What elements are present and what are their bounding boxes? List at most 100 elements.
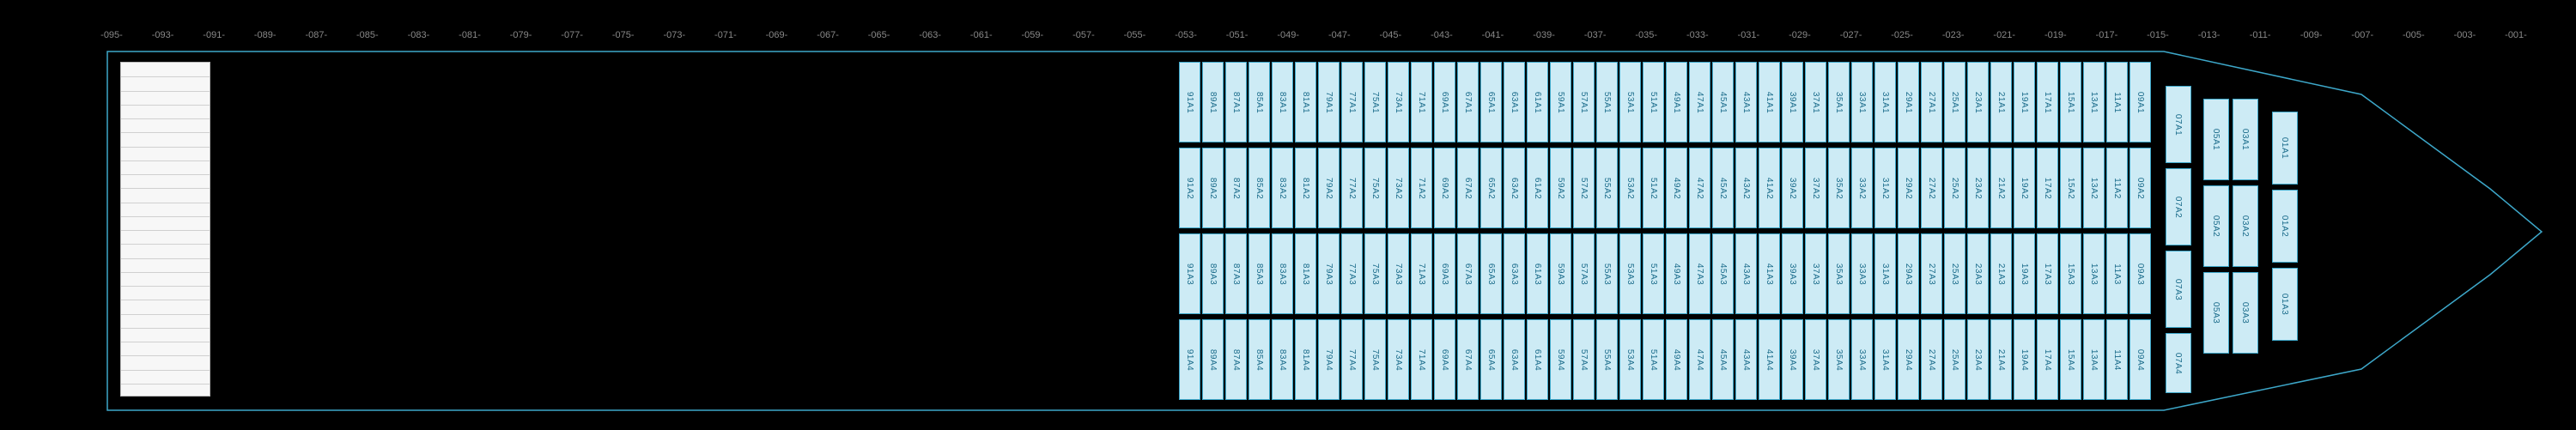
cargo-slot[interactable]: 07A3 (2166, 251, 2191, 328)
cargo-slot[interactable]: 75A2 (1364, 148, 1386, 228)
cargo-slot[interactable]: 31A3 (1874, 233, 1896, 314)
cargo-slot[interactable]: 73A4 (1388, 319, 1409, 400)
cargo-slot[interactable]: 67A2 (1457, 148, 1479, 228)
cargo-slot[interactable]: 25A2 (1944, 148, 1965, 228)
cargo-slot[interactable]: 85A4 (1249, 319, 1270, 400)
cargo-slot[interactable]: 49A3 (1666, 233, 1687, 314)
cargo-slot[interactable]: 41A3 (1759, 233, 1780, 314)
cargo-slot[interactable]: 45A3 (1712, 233, 1734, 314)
cargo-slot[interactable]: 37A3 (1805, 233, 1826, 314)
cargo-slot[interactable]: 21A1 (1990, 62, 2012, 142)
cargo-slot[interactable]: 79A1 (1318, 62, 1340, 142)
cargo-slot[interactable]: 15A2 (2060, 148, 2081, 228)
cargo-slot[interactable]: 29A3 (1898, 233, 1919, 314)
cargo-slot[interactable]: 69A1 (1434, 62, 1455, 142)
cargo-slot[interactable]: 03A1 (2233, 99, 2258, 180)
cargo-slot[interactable]: 43A1 (1735, 62, 1757, 142)
cargo-slot[interactable]: 35A2 (1828, 148, 1850, 228)
cargo-slot[interactable]: 59A4 (1550, 319, 1571, 400)
cargo-slot[interactable]: 49A1 (1666, 62, 1687, 142)
cargo-slot[interactable]: 23A4 (1967, 319, 1989, 400)
cargo-slot[interactable]: 13A1 (2083, 62, 2105, 142)
cargo-slot[interactable]: 63A2 (1504, 148, 1525, 228)
cargo-slot[interactable]: 85A1 (1249, 62, 1270, 142)
cargo-slot[interactable]: 07A4 (2166, 333, 2191, 393)
cargo-slot[interactable]: 01A3 (2272, 268, 2298, 341)
cargo-slot[interactable]: 11A1 (2106, 62, 2128, 142)
cargo-slot[interactable]: 21A3 (1990, 233, 2012, 314)
cargo-slot[interactable]: 79A3 (1318, 233, 1340, 314)
cargo-slot[interactable]: 43A2 (1735, 148, 1757, 228)
cargo-slot[interactable]: 91A2 (1179, 148, 1200, 228)
cargo-slot[interactable]: 73A2 (1388, 148, 1409, 228)
cargo-slot[interactable]: 71A4 (1411, 319, 1432, 400)
cargo-slot[interactable]: 61A1 (1527, 62, 1548, 142)
cargo-slot[interactable]: 87A1 (1225, 62, 1247, 142)
cargo-slot[interactable]: 45A2 (1712, 148, 1734, 228)
cargo-slot[interactable]: 87A4 (1225, 319, 1247, 400)
cargo-slot[interactable]: 39A3 (1782, 233, 1803, 314)
cargo-slot[interactable]: 17A2 (2037, 148, 2058, 228)
cargo-slot[interactable]: 37A2 (1805, 148, 1826, 228)
cargo-slot[interactable]: 47A3 (1689, 233, 1710, 314)
cargo-slot[interactable]: 13A2 (2083, 148, 2105, 228)
cargo-slot[interactable]: 33A1 (1851, 62, 1873, 142)
cargo-slot[interactable]: 55A4 (1596, 319, 1618, 400)
cargo-slot[interactable]: 07A2 (2166, 168, 2191, 245)
cargo-slot[interactable]: 91A3 (1179, 233, 1200, 314)
cargo-slot[interactable]: 73A1 (1388, 62, 1409, 142)
cargo-slot[interactable]: 65A3 (1480, 233, 1502, 314)
cargo-slot[interactable]: 41A4 (1759, 319, 1780, 400)
cargo-slot[interactable]: 47A4 (1689, 319, 1710, 400)
cargo-slot[interactable]: 05A3 (2203, 272, 2229, 354)
cargo-slot[interactable]: 77A2 (1341, 148, 1363, 228)
cargo-slot[interactable]: 61A2 (1527, 148, 1548, 228)
cargo-slot[interactable]: 33A4 (1851, 319, 1873, 400)
cargo-slot[interactable]: 53A2 (1619, 148, 1641, 228)
cargo-slot[interactable]: 69A2 (1434, 148, 1455, 228)
cargo-slot[interactable]: 29A1 (1898, 62, 1919, 142)
cargo-slot[interactable]: 83A4 (1272, 319, 1293, 400)
cargo-slot[interactable]: 13A4 (2083, 319, 2105, 400)
cargo-slot[interactable]: 17A4 (2037, 319, 2058, 400)
cargo-slot[interactable]: 35A4 (1828, 319, 1850, 400)
cargo-slot[interactable]: 41A1 (1759, 62, 1780, 142)
cargo-slot[interactable]: 19A3 (2014, 233, 2035, 314)
cargo-slot[interactable]: 59A1 (1550, 62, 1571, 142)
cargo-slot[interactable]: 23A2 (1967, 148, 1989, 228)
cargo-slot[interactable]: 87A3 (1225, 233, 1247, 314)
cargo-slot[interactable]: 89A1 (1202, 62, 1224, 142)
cargo-slot[interactable]: 23A3 (1967, 233, 1989, 314)
cargo-slot[interactable]: 05A2 (2203, 185, 2229, 267)
cargo-slot[interactable]: 35A1 (1828, 62, 1850, 142)
cargo-slot[interactable]: 45A1 (1712, 62, 1734, 142)
cargo-slot[interactable]: 55A3 (1596, 233, 1618, 314)
cargo-slot[interactable]: 09A2 (2129, 148, 2151, 228)
cargo-slot[interactable]: 75A4 (1364, 319, 1386, 400)
cargo-slot[interactable]: 15A4 (2060, 319, 2081, 400)
cargo-slot[interactable]: 39A2 (1782, 148, 1803, 228)
cargo-slot[interactable]: 59A2 (1550, 148, 1571, 228)
cargo-slot[interactable]: 91A4 (1179, 319, 1200, 400)
cargo-slot[interactable]: 55A2 (1596, 148, 1618, 228)
cargo-slot[interactable]: 77A3 (1341, 233, 1363, 314)
cargo-slot[interactable]: 65A2 (1480, 148, 1502, 228)
cargo-slot[interactable]: 39A4 (1782, 319, 1803, 400)
cargo-slot[interactable]: 85A2 (1249, 148, 1270, 228)
cargo-slot[interactable]: 59A3 (1550, 233, 1571, 314)
cargo-slot[interactable]: 67A3 (1457, 233, 1479, 314)
cargo-slot[interactable]: 33A3 (1851, 233, 1873, 314)
cargo-slot[interactable]: 53A4 (1619, 319, 1641, 400)
cargo-slot[interactable]: 89A3 (1202, 233, 1224, 314)
cargo-slot[interactable]: 19A1 (2014, 62, 2035, 142)
cargo-slot[interactable]: 57A4 (1573, 319, 1595, 400)
cargo-slot[interactable]: 37A4 (1805, 319, 1826, 400)
cargo-slot[interactable]: 57A2 (1573, 148, 1595, 228)
cargo-slot[interactable]: 17A1 (2037, 62, 2058, 142)
cargo-slot[interactable]: 57A1 (1573, 62, 1595, 142)
cargo-slot[interactable]: 61A4 (1527, 319, 1548, 400)
cargo-slot[interactable]: 71A3 (1411, 233, 1432, 314)
cargo-slot[interactable]: 09A1 (2129, 62, 2151, 142)
cargo-slot[interactable]: 65A4 (1480, 319, 1502, 400)
cargo-slot[interactable]: 91A1 (1179, 62, 1200, 142)
